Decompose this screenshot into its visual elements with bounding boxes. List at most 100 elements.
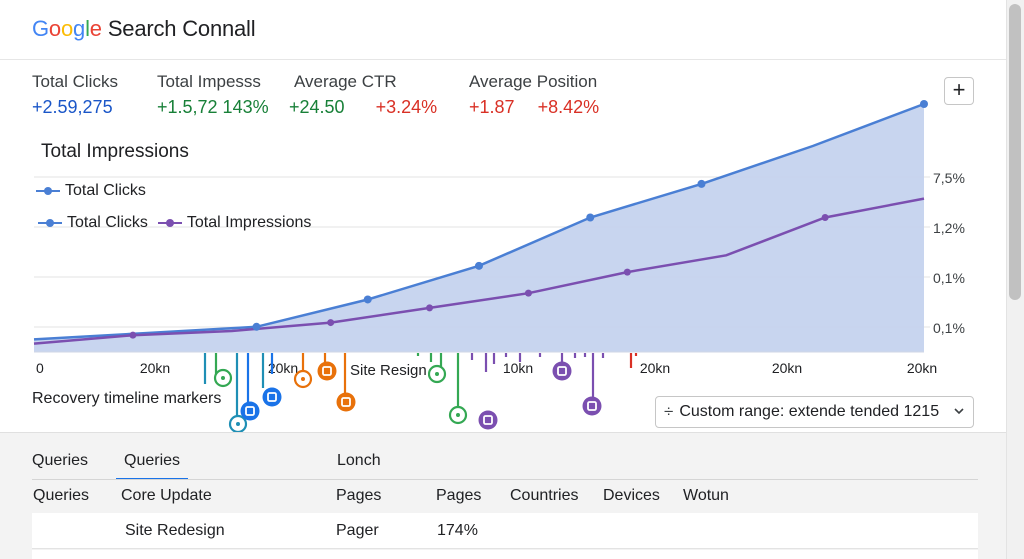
metric-value-1: +1.87 — [469, 97, 515, 117]
x-tick-label: 20kn — [772, 360, 802, 376]
column-header-pages[interactable]: Pages — [336, 487, 382, 504]
legend-item[interactable]: Total Clicks — [38, 214, 148, 232]
total-impressions-point — [129, 331, 137, 339]
circle-marker-icon[interactable] — [213, 368, 233, 388]
double-square-marker-icon[interactable] — [582, 396, 602, 416]
total-impressions-point — [524, 289, 532, 297]
metric-total-impressions[interactable]: Total Impesss +1.5,72 143% — [157, 72, 269, 118]
metric-label: Total Clicks — [32, 72, 118, 91]
square-marker-icon[interactable] — [240, 401, 260, 421]
y-tick-label: 0,1% — [933, 270, 965, 286]
total-clicks-point — [475, 261, 483, 270]
chart-title: Total Impressions — [41, 141, 189, 162]
divide-icon: ÷ — [664, 402, 674, 421]
column-header-countries[interactable]: Countries — [510, 487, 579, 504]
metric-value: +1.87 +8.42% — [469, 97, 599, 118]
performance-chart: 7,5% 1,2% 0,1% 0,1% 0 20kn 20kn 10kn 20kn 20kn 20k… — [33, 100, 965, 432]
total-impressions-point — [426, 304, 434, 312]
data-table-panel: Queries Queries Lonch Queries Core Updat… — [0, 432, 1006, 559]
column-header-pages-2[interactable]: Pages — [436, 487, 482, 504]
tab-divider — [32, 479, 978, 480]
double-square-marker-icon[interactable] — [262, 387, 282, 407]
x-tick-label: 20kn — [140, 360, 170, 376]
metric-value-1: +2.59,275 — [32, 97, 113, 117]
metric-value-1: +1.5,72 143% — [157, 97, 269, 117]
column-header-devices[interactable]: Devices — [603, 487, 660, 504]
y-tick-label: 1,2% — [933, 220, 965, 236]
column-header-wotun[interactable]: Wotun — [683, 487, 729, 504]
y-tick-label: 0,1% — [933, 320, 965, 336]
circle-marker-icon[interactable] — [427, 364, 447, 384]
x-tick-label: 10kn — [503, 360, 533, 376]
table-row[interactable] — [32, 550, 978, 559]
tab-queries[interactable]: Queries — [32, 452, 89, 469]
date-range-value: Custom range: extende tended 1215 — [679, 403, 940, 420]
legend-label: Total Impressions — [186, 214, 312, 231]
tab-lonch[interactable]: Lonch — [337, 452, 381, 469]
logo-letter: g — [73, 16, 86, 41]
metric-average-ctr[interactable]: Average CTR +24.50 +3.24% — [289, 72, 437, 118]
x-tick-label: 0 — [36, 360, 44, 376]
page-scrollbar-thumb[interactable] — [1009, 4, 1021, 300]
legend-swatch-icon — [157, 218, 182, 228]
chart-legend-secondary: Total Clicks Total Impressions — [38, 214, 321, 232]
y-tick-label: 7,5% — [933, 170, 965, 186]
circle-marker-icon[interactable] — [228, 414, 248, 432]
table-cell-core-update: Site Redesign — [125, 522, 225, 539]
column-header-queries[interactable]: Queries — [33, 487, 90, 504]
total-clicks-point — [363, 295, 372, 304]
total-impressions-point — [327, 319, 335, 327]
metric-value-2: +3.24% — [375, 97, 438, 117]
tab-queries-active[interactable]: Queries — [124, 452, 181, 469]
logo-letter: o — [48, 16, 61, 41]
total-clicks-point — [586, 213, 595, 222]
metric-label: Total Impesss — [157, 72, 261, 91]
square-marker-icon[interactable] — [317, 361, 337, 381]
date-range-select[interactable]: ÷ Custom range: extende tended 1215 — [655, 396, 974, 428]
table-row[interactable]: Site Redesign Pager 174% — [32, 513, 978, 549]
legend-swatch-icon — [38, 218, 62, 228]
double-square-marker-icon[interactable] — [552, 361, 572, 381]
legend-label: Total Clicks — [67, 214, 148, 231]
legend-item[interactable]: Total Impressions — [157, 214, 312, 232]
square-marker-icon[interactable] — [336, 392, 356, 412]
chart-legend-primary: Total Clicks — [36, 182, 156, 200]
add-metric-button[interactable]: + — [944, 77, 974, 105]
total-clicks-point — [252, 322, 261, 331]
logo-letter: o — [60, 16, 74, 41]
metric-total-clicks[interactable]: Total Clicks +2.59,275 — [32, 72, 118, 118]
circle-marker-icon[interactable] — [448, 405, 468, 425]
total-clicks-point — [697, 179, 706, 188]
table-cell-pages: Pager — [336, 522, 379, 539]
logo-letter: l — [85, 16, 90, 41]
google-wordmark: Google — [32, 16, 102, 42]
metric-value: +2.59,275 — [32, 97, 118, 118]
logo-letter: e — [89, 16, 102, 41]
total-clicks-point — [920, 100, 928, 108]
site-redesign-marker-label[interactable]: Site Resign — [349, 362, 428, 379]
legend-item[interactable]: Total Clicks — [36, 182, 146, 200]
column-header-core-update[interactable]: Core Update — [121, 487, 212, 504]
metric-label: Average Position — [469, 72, 598, 91]
link-marker-icon[interactable] — [478, 410, 498, 430]
x-tick-label: 20kn — [268, 360, 298, 376]
legend-label: Total Clicks — [65, 182, 146, 199]
recovery-markers-title: Recovery timeline markers — [32, 390, 222, 407]
chevron-down-icon — [954, 408, 964, 415]
total-impressions-point — [821, 213, 829, 221]
legend-swatch-icon — [36, 186, 60, 196]
table-cell-pages-2: 174% — [437, 522, 478, 539]
total-impressions-point — [623, 268, 631, 276]
app-logo[interactable]: Google Search Connall — [32, 16, 256, 42]
clicks-area-fill — [34, 104, 924, 352]
x-tick-label: 20kn — [640, 360, 670, 376]
circle-marker-icon[interactable] — [293, 369, 313, 389]
metric-value: +1.5,72 143% — [157, 97, 269, 118]
metric-average-position[interactable]: Average Position +1.87 +8.42% — [469, 72, 599, 118]
metric-label: Average CTR — [294, 72, 397, 91]
product-name: Search Connall — [107, 16, 256, 41]
series-line-total-impressions — [33, 197, 925, 345]
x-tick-label: 20kn — [907, 360, 937, 376]
logo-letter: G — [32, 16, 49, 41]
